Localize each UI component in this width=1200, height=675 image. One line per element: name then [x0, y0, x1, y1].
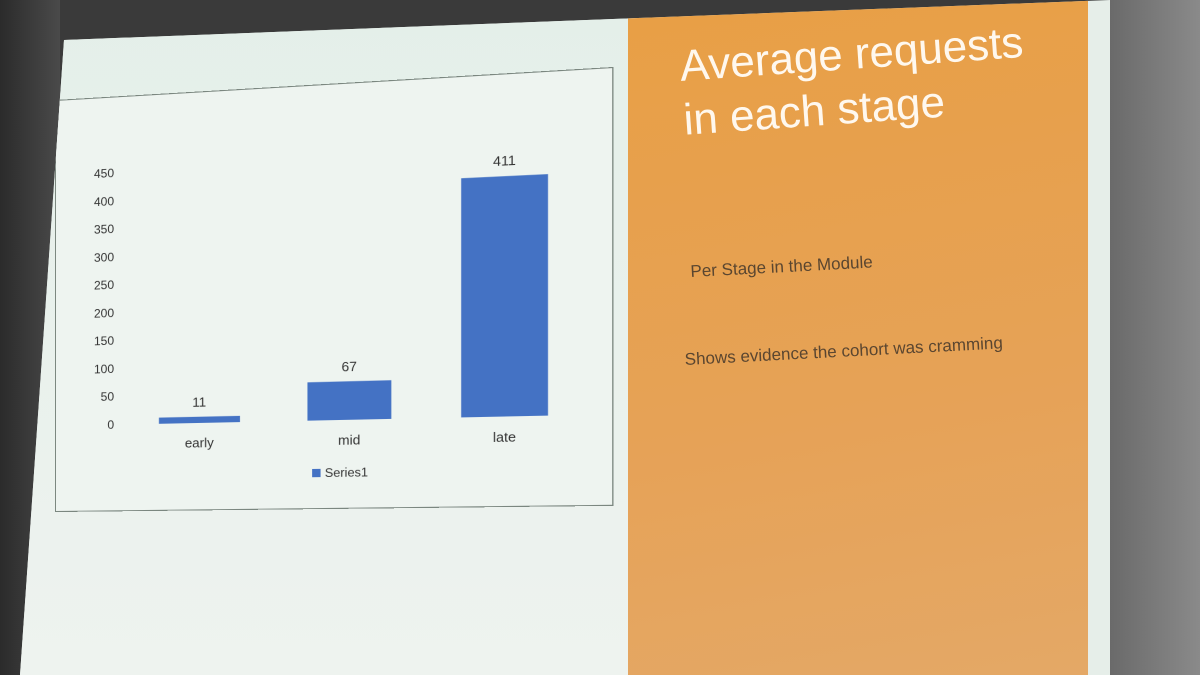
y-tick-label: 400: [94, 194, 114, 209]
bar-mid: [307, 380, 391, 420]
data-label-late: 411: [493, 152, 516, 169]
y-tick-label: 200: [94, 306, 114, 321]
y-tick-label: 350: [94, 222, 114, 237]
chart-frame: 0 50 100 150 200 250 300 350 400 450 11 early 67 mid 4…: [55, 67, 613, 512]
legend-label: Series1: [325, 465, 369, 480]
y-tick-label: 0: [107, 418, 114, 432]
y-tick-label: 50: [101, 390, 115, 404]
data-label-early: 11: [192, 394, 206, 410]
y-tick-label: 450: [94, 166, 114, 181]
room-wall-right: [1110, 0, 1200, 675]
bar-late: [461, 174, 548, 417]
y-tick-label: 150: [94, 334, 114, 349]
bar-chart: 0 50 100 150 200 250 300 350 400 450 11 early 67 mid 4…: [56, 68, 612, 511]
y-tick-label: 300: [94, 250, 114, 265]
y-tick-label: 100: [94, 362, 114, 377]
x-tick-label: mid: [338, 432, 360, 448]
bar-early: [159, 416, 240, 424]
data-label-mid: 67: [342, 358, 357, 374]
x-tick-label: late: [493, 429, 516, 445]
y-tick-label: 250: [94, 278, 114, 293]
x-tick-label: early: [185, 435, 214, 451]
legend-swatch: [312, 469, 320, 477]
slide-chart-panel: 0 50 100 150 200 250 300 350 400 450 11 early 67 mid 4…: [20, 0, 640, 675]
